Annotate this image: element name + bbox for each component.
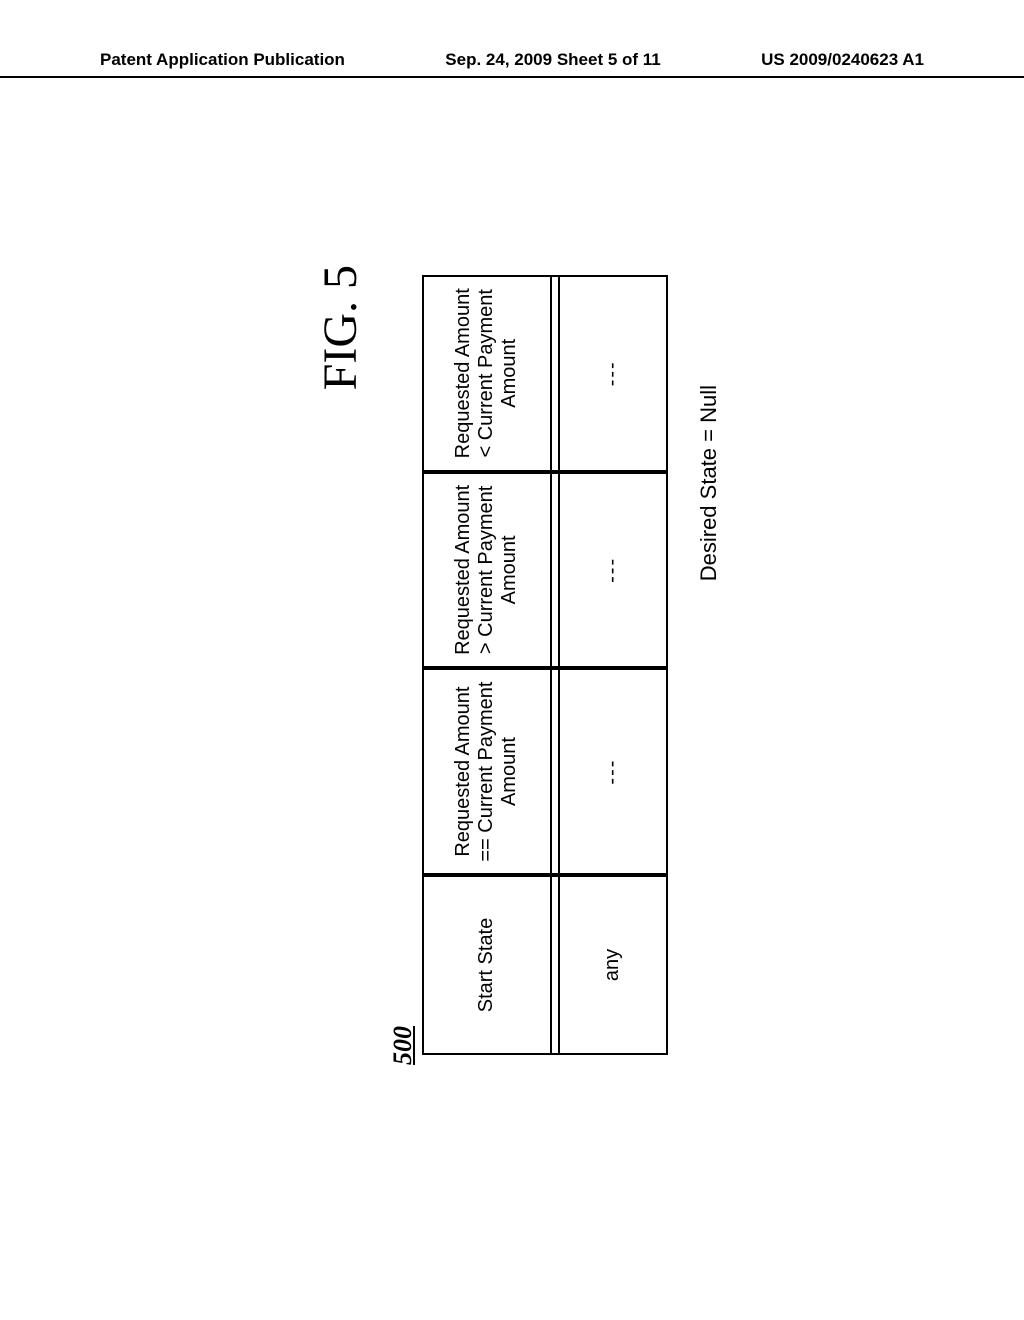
cell-lt: --- bbox=[558, 275, 668, 472]
header-gt: Requested Amount> Current PaymentAmount bbox=[422, 472, 552, 669]
header-right: US 2009/0240623 A1 bbox=[761, 50, 924, 70]
cell-start-state: any bbox=[558, 875, 668, 1055]
figure-label: FIG. 5 bbox=[313, 265, 368, 390]
reference-number-row: 500 bbox=[388, 285, 422, 1065]
figure-container: FIG. 5 500 Start State Requested Amount=… bbox=[105, 165, 929, 1165]
page-header: Patent Application Publication Sep. 24, … bbox=[0, 50, 1024, 78]
table-header-row: Start State Requested Amount== Current P… bbox=[422, 275, 552, 1055]
header-eq: Requested Amount== Current PaymentAmount bbox=[422, 668, 552, 875]
cell-gt: --- bbox=[558, 472, 668, 669]
figure-caption: Desired State = Null bbox=[696, 385, 722, 581]
cell-eq: --- bbox=[558, 668, 668, 875]
rotated-figure: FIG. 5 500 Start State Requested Amount=… bbox=[105, 165, 929, 1165]
reference-number: 500 bbox=[388, 1026, 418, 1065]
header-center: Sep. 24, 2009 Sheet 5 of 11 bbox=[445, 50, 660, 70]
header-lt: Requested Amount< Current PaymentAmount bbox=[422, 275, 552, 472]
table-row: any --- --- --- bbox=[558, 275, 668, 1055]
header-start-state: Start State bbox=[422, 875, 552, 1055]
header-left: Patent Application Publication bbox=[100, 50, 345, 70]
state-table: Start State Requested Amount== Current P… bbox=[422, 275, 668, 1055]
